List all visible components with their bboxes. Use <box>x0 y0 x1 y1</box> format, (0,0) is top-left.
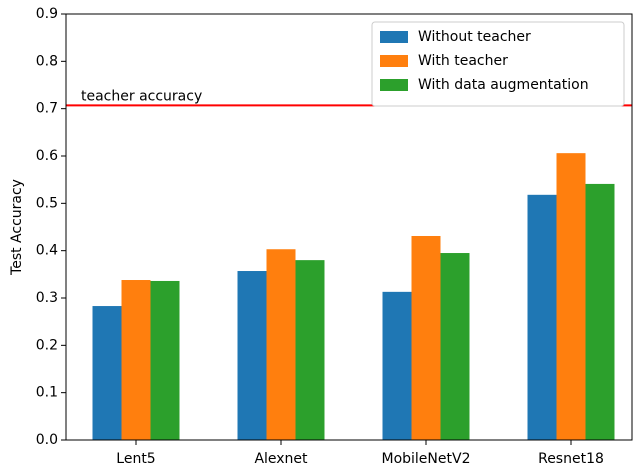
legend-swatch <box>380 31 408 43</box>
bar <box>92 306 122 440</box>
y-tick-label: 0.0 <box>36 432 58 448</box>
reference-label: teacher accuracy <box>81 88 202 104</box>
bar <box>237 271 267 440</box>
legend-label: With data augmentation <box>418 77 589 93</box>
bar <box>440 253 470 440</box>
y-tick-label: 0.2 <box>36 337 58 353</box>
legend-swatch <box>380 55 408 67</box>
x-tick-label: Alexnet <box>254 451 308 466</box>
x-tick-label: MobileNetV2 <box>382 451 471 466</box>
bar <box>527 194 557 440</box>
legend-label: With teacher <box>418 53 508 69</box>
bar <box>150 280 180 440</box>
x-tick-label: Lent5 <box>116 451 155 466</box>
bar <box>585 183 615 440</box>
bar <box>556 153 586 440</box>
y-tick-label: 0.6 <box>36 148 58 164</box>
x-tick-label: Resnet18 <box>538 451 604 466</box>
bar <box>266 249 296 440</box>
y-axis-label: Test Accuracy <box>9 179 25 276</box>
legend-label: Without teacher <box>418 29 531 45</box>
y-tick-label: 0.3 <box>36 290 58 306</box>
bar <box>411 235 441 440</box>
y-tick-label: 0.1 <box>36 385 58 401</box>
y-tick-label: 0.7 <box>36 101 58 117</box>
bar <box>121 280 151 440</box>
y-tick-label: 0.9 <box>36 6 58 22</box>
bar <box>295 260 325 440</box>
legend-box <box>371 21 625 107</box>
bar <box>382 291 412 440</box>
y-tick-label: 0.4 <box>36 243 58 259</box>
legend-swatch <box>380 79 408 91</box>
plot-frame <box>65 13 633 441</box>
y-tick-label: 0.5 <box>36 195 58 211</box>
y-tick-label: 0.8 <box>36 53 58 69</box>
